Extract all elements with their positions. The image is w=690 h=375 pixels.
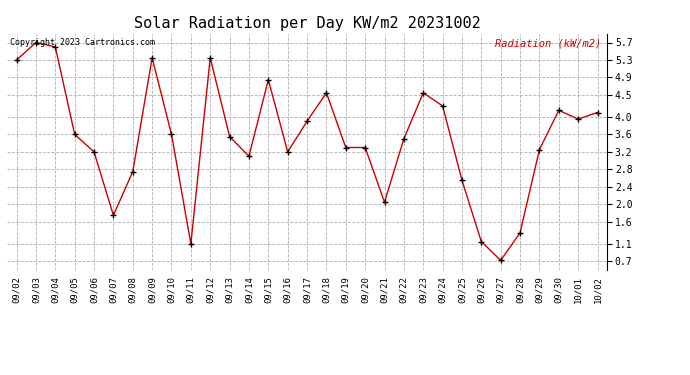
Text: Copyright 2023 Cartronics.com: Copyright 2023 Cartronics.com bbox=[10, 39, 155, 48]
Title: Solar Radiation per Day KW/m2 20231002: Solar Radiation per Day KW/m2 20231002 bbox=[134, 16, 480, 31]
Text: Radiation (kW/m2): Radiation (kW/m2) bbox=[495, 39, 601, 48]
